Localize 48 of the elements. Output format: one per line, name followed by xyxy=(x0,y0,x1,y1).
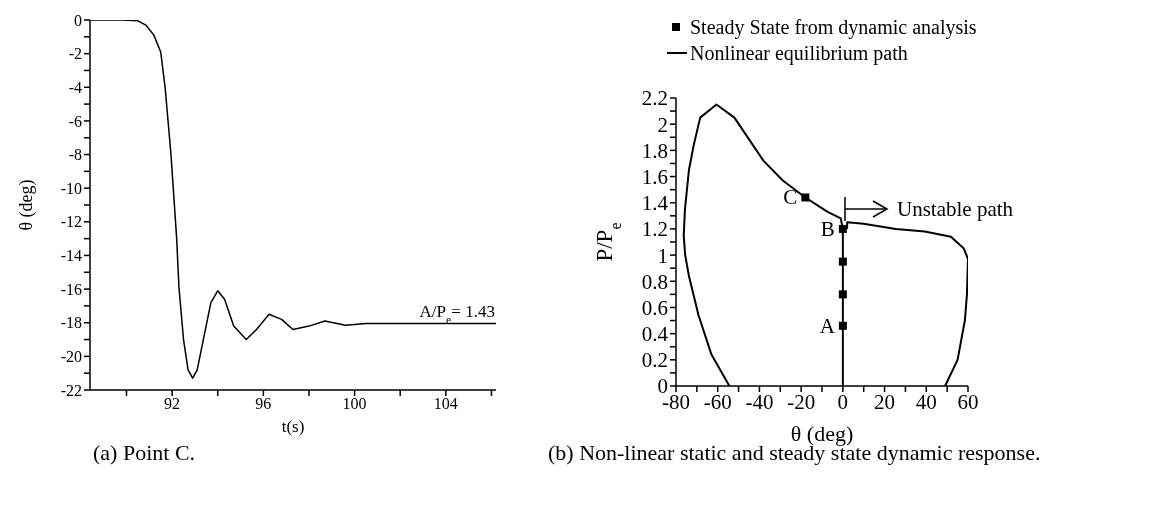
x-tick-label: 100 xyxy=(342,395,367,413)
y-tick-label: -12 xyxy=(60,213,82,231)
x-tick-label: 96 xyxy=(255,395,272,413)
y-tick-label: 1.8 xyxy=(641,138,668,163)
x-tick-label: -20 xyxy=(787,389,816,414)
y-tick-label: 1.4 xyxy=(641,191,669,216)
y-tick-label: 0.8 xyxy=(641,269,668,294)
y-tick-label: -20 xyxy=(60,348,82,366)
annotation: B xyxy=(820,216,835,241)
y-tick-label: -2 xyxy=(68,45,82,63)
y-tick-label: 0.4 xyxy=(641,322,669,347)
point xyxy=(838,290,847,299)
y-axis-title: θ (deg) xyxy=(16,179,37,231)
y-tick-label: -8 xyxy=(68,146,82,164)
y-tick-label: 0 xyxy=(74,11,82,29)
y-tick-label: -22 xyxy=(60,381,82,399)
legend-label: Steady State from dynamic analysis xyxy=(690,15,977,40)
y-tick-label: 2.2 xyxy=(641,86,668,111)
y-tick-label: 1.6 xyxy=(641,165,668,189)
x-tick-label: -40 xyxy=(745,389,774,414)
y-tick-label: -10 xyxy=(60,179,82,197)
x-tick-label: -60 xyxy=(703,389,732,414)
point xyxy=(801,193,810,202)
y-tick-label: 0.2 xyxy=(641,348,668,373)
point xyxy=(838,321,847,330)
annotation: Unstable path xyxy=(897,197,1014,221)
y-tick-label: -16 xyxy=(60,280,82,298)
x-tick-label: 92 xyxy=(164,395,181,413)
annotation: C xyxy=(783,185,798,210)
y-tick-label: 0.6 xyxy=(641,295,668,320)
y-tick-label: -14 xyxy=(60,247,82,265)
y-tick-label: -18 xyxy=(60,314,82,332)
annotation: A xyxy=(819,313,836,338)
text: (a) Point C. xyxy=(93,440,196,465)
y-tick-label: -6 xyxy=(68,112,82,130)
point xyxy=(838,257,847,266)
x-tick-label: 104 xyxy=(433,395,458,413)
x-tick-label: 40 xyxy=(915,389,937,414)
y-tick-label: 1 xyxy=(657,243,668,268)
y-tick-label: -4 xyxy=(68,78,82,96)
x-tick-label: 20 xyxy=(874,389,896,414)
x-axis-title: t(s) xyxy=(281,416,305,436)
legend-label: Nonlinear equilibrium path xyxy=(690,41,908,66)
point xyxy=(838,224,847,233)
x-tick-label: 0 xyxy=(837,389,849,414)
x-tick-label: 60 xyxy=(957,389,979,414)
y-tick-label: 1.2 xyxy=(641,217,668,242)
y-tick-label: 2 xyxy=(657,112,668,137)
